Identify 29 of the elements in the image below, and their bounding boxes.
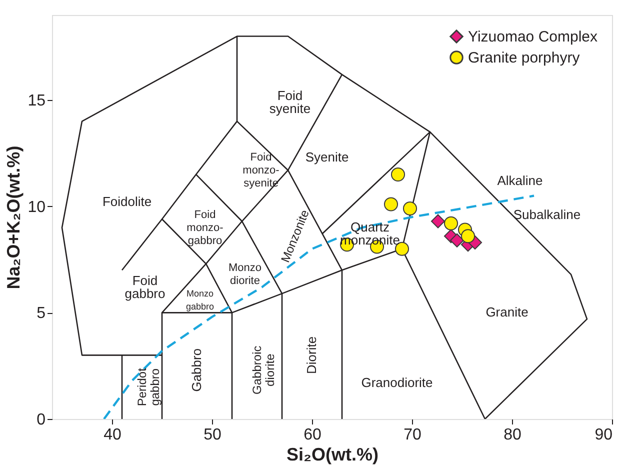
y-tick-label: 15 — [28, 92, 46, 110]
y-tick-label: 10 — [28, 198, 46, 216]
y-tick-label: 0 — [36, 412, 46, 428]
annotation: Monzo diorite — [228, 262, 262, 288]
annotation: Foid gabbro — [124, 272, 166, 301]
x-tick-label: 70 — [404, 426, 422, 444]
annotation: Subalkaline — [513, 206, 581, 222]
x-tick-label: 40 — [104, 426, 122, 444]
x-tick-label: 50 — [204, 426, 222, 444]
annotation: Syenite — [305, 149, 349, 164]
annotation: Foid monzo-gabbro — [186, 208, 224, 247]
annotation: Peridot gabbro — [135, 367, 162, 406]
x-axis-title: Si₂O(wt.%) — [286, 444, 378, 464]
x-tick-label: 90 — [594, 426, 613, 444]
annotation: Gabbro — [189, 348, 204, 392]
annotation: Granodiorite — [361, 374, 433, 390]
annotation: Monzo gabbro — [186, 288, 214, 312]
y-axis-title: Na₂O+K₂O(wt.%) — [4, 146, 24, 290]
annotation: Foidolite — [102, 194, 152, 210]
x-tick-label: 60 — [304, 426, 322, 444]
annotation: Diorite — [304, 336, 319, 374]
annotation: Alkaline — [497, 172, 543, 188]
annotation: Gabbroic diorite — [250, 346, 277, 394]
legend-label: Yizuomao Complex — [468, 28, 598, 46]
annotation: Foid syenite — [269, 88, 311, 116]
x-tick-label: 80 — [504, 426, 522, 444]
annotation: Granite — [486, 304, 528, 320]
legend-label: Granite porphyry — [468, 50, 580, 66]
y-tick-label: 5 — [36, 305, 46, 322]
